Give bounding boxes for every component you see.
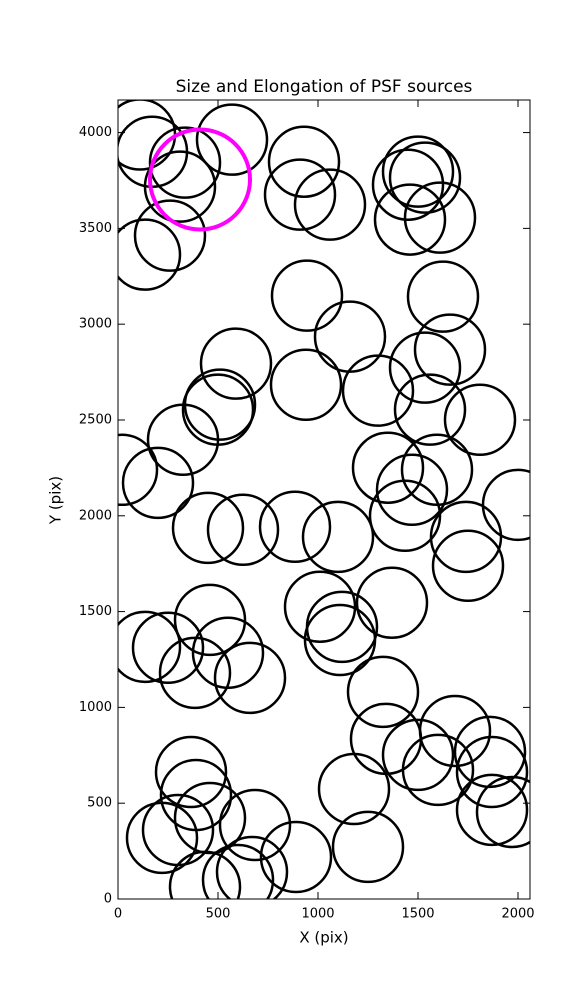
source-ellipse <box>303 603 377 677</box>
source-ellipse <box>317 752 391 826</box>
source-ellipse <box>346 655 420 729</box>
source-ellipse <box>368 479 442 553</box>
x-tick-label: 1500 <box>401 907 434 922</box>
source-ellipse <box>121 446 195 520</box>
x-tick-label: 1000 <box>301 907 334 922</box>
plot-frame <box>117 99 531 900</box>
source-ellipse <box>388 141 462 214</box>
source-ellipse <box>259 820 333 894</box>
source-ellipse <box>283 570 357 644</box>
source-ellipse <box>301 500 375 574</box>
y-tick-label: 500 <box>87 796 112 811</box>
source-ellipse <box>270 259 344 332</box>
plot-area <box>118 100 530 899</box>
source-ellipse <box>118 218 182 291</box>
source-ellipse <box>158 636 232 710</box>
source-ellipse <box>371 148 445 221</box>
source-ellipse <box>199 327 273 400</box>
source-ellipse <box>267 125 341 198</box>
source-ellipse <box>154 735 228 809</box>
source-ellipse <box>375 453 449 526</box>
source-ellipse <box>413 313 487 386</box>
source-ellipse <box>131 611 205 685</box>
source-ellipse <box>215 835 289 899</box>
y-tick-label: 4000 <box>79 125 112 140</box>
source-ellipse <box>455 773 529 847</box>
x-tick-label: 500 <box>206 907 231 922</box>
source-ellipse <box>475 775 530 849</box>
y-axis-label: Y (pix) <box>47 476 65 525</box>
source-ellipse <box>481 468 530 542</box>
source-ellipse <box>263 158 337 231</box>
source-ellipse <box>213 641 287 715</box>
source-ellipse <box>148 126 222 199</box>
source-ellipse <box>388 331 462 404</box>
y-tick-label: 3000 <box>79 317 112 332</box>
source-ellipse <box>258 490 332 563</box>
source-ellipse <box>201 843 275 899</box>
source-ellipse <box>125 801 199 875</box>
source-ellipse <box>118 610 182 684</box>
source-ellipse <box>331 810 405 884</box>
source-ellipse <box>381 135 455 208</box>
y-tick-label: 2000 <box>79 508 112 523</box>
x-tick-label: 2000 <box>501 907 534 922</box>
source-ellipse <box>171 491 245 565</box>
source-ellipse <box>403 181 477 254</box>
x-axis-label: X (pix) <box>299 929 348 947</box>
source-ellipse <box>206 493 280 567</box>
source-ellipse <box>218 788 292 862</box>
source-ellipse <box>133 199 207 272</box>
source-ellipse <box>173 583 247 657</box>
source-ellipse <box>455 735 529 809</box>
source-ellipse <box>148 127 252 232</box>
source-ellipse <box>118 433 159 507</box>
source-ellipse <box>341 354 415 427</box>
y-tick-label: 3500 <box>79 221 112 236</box>
source-ellipse <box>393 373 467 446</box>
source-ellipse <box>143 150 217 223</box>
source-ellipse <box>401 733 475 807</box>
source-ellipse <box>351 431 425 504</box>
y-tick-label: 1500 <box>79 604 112 619</box>
x-tick-label: 0 <box>114 907 122 922</box>
source-ellipse <box>146 403 220 476</box>
source-ellipse <box>355 566 429 640</box>
source-ellipse <box>381 718 455 792</box>
source-ellipse <box>406 260 480 333</box>
chart-title: Size and Elongation of PSF sources <box>176 77 473 97</box>
source-ellipse <box>431 529 505 603</box>
source-ellipse <box>400 433 474 507</box>
source-ellipse <box>293 168 367 241</box>
source-ellipse <box>373 183 447 256</box>
y-tick-label: 2500 <box>79 412 112 427</box>
source-ellipse <box>453 715 527 789</box>
source-ellipse <box>269 348 343 421</box>
y-tick-label: 1000 <box>79 700 112 715</box>
source-ellipse <box>443 383 517 457</box>
source-ellipse <box>418 694 492 768</box>
y-tick-label: 0 <box>104 892 112 907</box>
source-ellipse <box>168 850 242 899</box>
source-ellipse <box>195 103 269 176</box>
